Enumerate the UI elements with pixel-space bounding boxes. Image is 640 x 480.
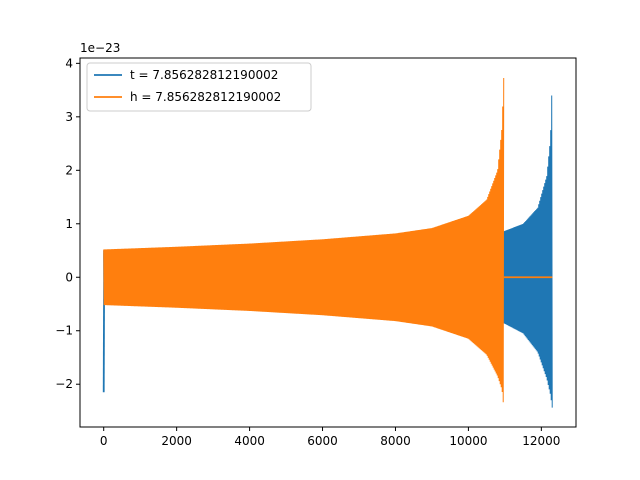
x-tick-label: 10000: [449, 434, 487, 448]
x-tick-label: 8000: [380, 434, 411, 448]
x-axis: 0 2000 4000 6000 8000 10000 12000: [100, 427, 560, 448]
legend-label-t: t = 7.856282812190002: [130, 68, 278, 82]
y-tick-label: 3: [65, 110, 73, 124]
y-offset-text: 1e−23: [80, 41, 120, 55]
x-tick-label: 0: [100, 434, 108, 448]
y-tick-label: 0: [65, 270, 73, 284]
legend: t = 7.856282812190002 h = 7.856282812190…: [86, 62, 312, 112]
series-line: [103, 77, 505, 403]
x-tick-label: 12000: [522, 434, 560, 448]
y-tick-label: 1: [65, 217, 73, 231]
x-tick-label: 2000: [161, 434, 192, 448]
legend-box: [86, 62, 312, 112]
y-tick-label: 2: [65, 163, 73, 177]
y-tick-label: 4: [65, 56, 73, 70]
x-tick-label: 6000: [307, 434, 338, 448]
legend-label-h: h = 7.856282812190002: [130, 90, 281, 104]
y-axis: −2 −1 0 1 2 3 4: [55, 56, 80, 391]
y-tick-label: −1: [55, 324, 73, 338]
y-tick-label: −2: [55, 377, 73, 391]
axes-frame: [79, 57, 577, 428]
series-h: [103, 77, 553, 403]
x-tick-label: 4000: [234, 434, 265, 448]
